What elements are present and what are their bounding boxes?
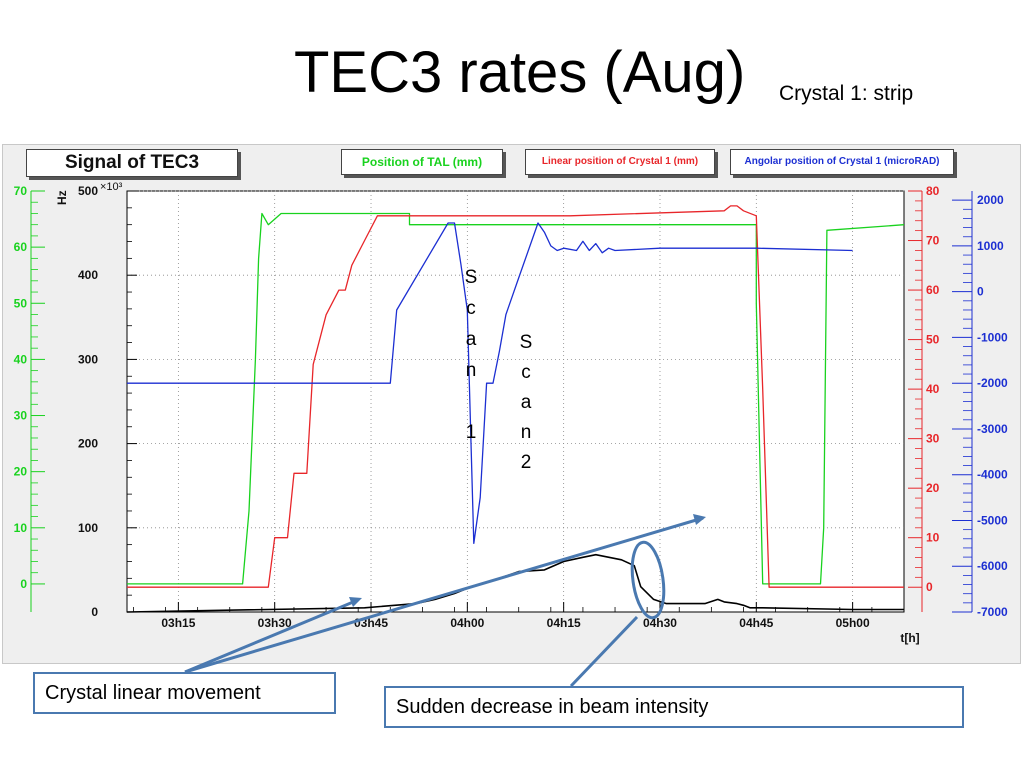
x-tick-label: 03h15 <box>161 616 195 630</box>
hz-axis-label: Hz <box>55 190 69 205</box>
hz-tick-label: 500 <box>78 184 98 198</box>
legend-angular: Angolar position of Crystal 1 (microRAD) <box>730 149 954 175</box>
scan2-letter: S <box>520 332 533 353</box>
arrow-head <box>693 514 706 525</box>
tal-tick-label: 50 <box>14 296 28 310</box>
series-linear <box>127 205 904 588</box>
angular-tick-label: -6000 <box>977 559 1008 573</box>
tal-tick-label: 20 <box>14 465 28 479</box>
plot-area <box>126 190 905 613</box>
slide-subtitle: Crystal 1: strip <box>779 82 914 105</box>
scan2-letter: 2 <box>521 452 532 473</box>
tal-tick-label: 70 <box>14 184 28 198</box>
angular-tick-label: -3000 <box>977 422 1008 436</box>
linear-tick-label: 10 <box>926 531 940 545</box>
arrow-to-crystal-move <box>184 516 704 674</box>
angular-tick-label: 2000 <box>977 193 1004 207</box>
linear-tick-label: 20 <box>926 481 940 495</box>
scan1-letter: S <box>465 267 478 288</box>
tal-tick-label: 60 <box>14 240 28 254</box>
linear-tick-label: 60 <box>926 283 940 297</box>
callout-crystal-linear-movement: Crystal linear movement <box>33 672 336 714</box>
x-axis-label: t[h] <box>900 631 919 645</box>
angular-tick-label: -1000 <box>977 330 1008 344</box>
legend-linear: Linear position of Crystal 1 (mm) <box>525 149 715 175</box>
arrow-head <box>349 597 362 607</box>
tal-tick-label: 10 <box>14 521 28 535</box>
arrow-to-scan-start <box>184 598 359 674</box>
hz-tick-label: 0 <box>91 605 98 619</box>
scan1-letter: a <box>466 329 477 350</box>
linear-tick-label: 70 <box>926 234 940 248</box>
scan2-letter: a <box>521 392 532 413</box>
linear-tick-label: 40 <box>926 382 940 396</box>
slide-title: TEC3 rates (Aug) <box>294 40 746 105</box>
tal-tick-label: 40 <box>14 352 28 366</box>
x-tick-label: 04h45 <box>739 616 773 630</box>
series-angular <box>127 222 853 545</box>
hz-tick-label: 300 <box>78 352 98 366</box>
linear-tick-label: 50 <box>926 333 940 347</box>
scan1-letter: c <box>466 298 476 319</box>
scan2-letter: c <box>521 362 531 383</box>
linear-tick-label: 0 <box>926 580 933 594</box>
x-tick-label: 05h00 <box>836 616 870 630</box>
chart-axes: 03h15 03h30 03h45 04h00 04h15 04h30 04h45 05h00… <box>14 181 1008 645</box>
linear-tick-label: 30 <box>926 432 940 446</box>
angular-tick-label: -4000 <box>977 468 1008 482</box>
angular-tick-label: -2000 <box>977 376 1008 390</box>
x-tick-label: 04h15 <box>547 616 581 630</box>
callout-sudden-decrease: Sudden decrease in beam intensity <box>384 686 964 728</box>
angular-tick-label: -7000 <box>977 605 1008 619</box>
scan2-letter: n <box>521 422 532 443</box>
chart-frame <box>126 190 905 613</box>
x-tick-label: 04h00 <box>450 616 484 630</box>
scan1-letter: n <box>466 360 477 381</box>
hz-multiplier: ×10³ <box>100 181 123 193</box>
scan1-letter: 1 <box>466 422 477 443</box>
hz-tick-label: 100 <box>78 521 98 535</box>
x-tick-label: 03h30 <box>258 616 292 630</box>
hz-tick-label: 200 <box>78 437 98 451</box>
decrease-highlight-ellipse <box>630 540 666 620</box>
angular-tick-label: -5000 <box>977 513 1008 527</box>
chart-title: Signal of TEC3 <box>26 149 238 177</box>
arrow-to-decrease <box>569 615 639 688</box>
series-tal <box>127 212 905 585</box>
hz-tick-label: 400 <box>78 268 98 282</box>
x-tick-label: 04h30 <box>643 616 677 630</box>
legend-tal: Position of TAL (mm) <box>341 149 503 175</box>
tal-tick-label: 0 <box>20 577 27 591</box>
angular-tick-label: 1000 <box>977 239 1004 253</box>
linear-tick-label: 80 <box>926 184 940 198</box>
tal-tick-label: 30 <box>14 409 28 423</box>
angular-tick-label: 0 <box>977 285 984 299</box>
